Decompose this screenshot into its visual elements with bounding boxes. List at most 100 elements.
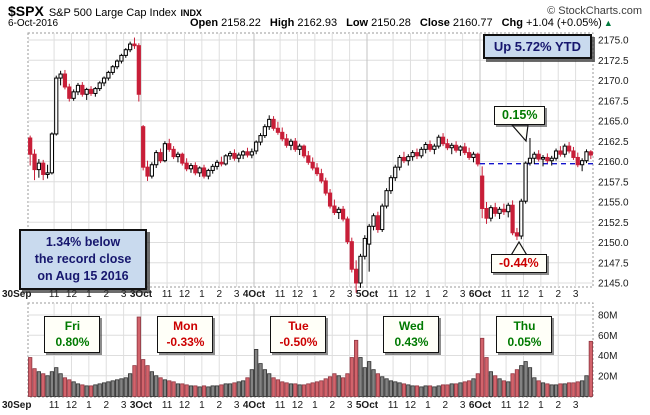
candle (510, 204, 515, 234)
price-axis-label: 2147.5 (598, 258, 629, 269)
time-axis-hour-label: 12 (179, 289, 191, 300)
volume-bar (310, 382, 315, 397)
candle (114, 60, 120, 68)
volume-bar (519, 365, 524, 397)
volume-bar (106, 381, 111, 397)
volume-bar (41, 373, 46, 397)
time-axis-hour-label: 3 (573, 289, 579, 300)
high-value: 2162.93 (297, 17, 338, 29)
volume-bar (436, 385, 441, 397)
candle (414, 152, 420, 157)
candle (288, 140, 294, 146)
time-axis-hour-label: 11 (162, 289, 173, 300)
time-axis-hour-label: 3 (234, 400, 240, 411)
time-axis-hour-label: 12 (292, 400, 304, 411)
volume-bar (467, 380, 472, 397)
candle (566, 145, 572, 152)
time-axis-hour-label: 3 (573, 400, 579, 411)
time-axis-hour-label: 11 (388, 400, 399, 411)
time-axis-day-label: 4Oct (243, 400, 266, 411)
time-axis-hour-label: 11 (501, 400, 512, 411)
volume-axis-label: 80M (598, 311, 617, 322)
time-axis-day-label: 6Oct (469, 289, 492, 300)
chart-header: $SPX S&P 500 Large Cap Index INDX © StockC… (8, 3, 642, 19)
volume-bar (49, 371, 55, 397)
candle (440, 136, 446, 145)
candle (84, 88, 89, 95)
candle (427, 143, 433, 150)
volume-bar (301, 384, 307, 397)
candle (362, 237, 367, 257)
candle (571, 150, 576, 158)
candle (219, 161, 224, 165)
time-axis-hour-label: 3 (347, 289, 353, 300)
volume-bar (258, 363, 263, 397)
candle (171, 148, 176, 158)
symbol: $SPX (8, 3, 44, 19)
price-axis-label: 2170.0 (598, 76, 629, 87)
volume-bar (167, 380, 172, 397)
high-callout: 0.15% (494, 106, 546, 125)
volume-bar (36, 371, 41, 397)
candle (584, 151, 589, 162)
volume-bar (549, 384, 554, 397)
candle (258, 135, 263, 143)
volume-bar (201, 385, 207, 397)
candle (271, 118, 276, 129)
time-axis-hour-label: 12 (179, 400, 191, 411)
volume-bar (580, 380, 585, 397)
time-axis-day-label: 5Oct (356, 289, 379, 300)
volume-bar (110, 380, 115, 397)
candle (223, 155, 228, 165)
volume-bar (145, 365, 150, 397)
time-axis-hour-label: 12 (405, 400, 417, 411)
price-axis-label: 2155.0 (598, 198, 629, 209)
candle (132, 43, 137, 47)
candle (45, 172, 50, 175)
candle (393, 166, 398, 179)
candle (484, 207, 489, 219)
candle (314, 167, 320, 175)
candle (206, 169, 211, 177)
time-axis-hour-label: 2 (216, 289, 222, 300)
time-axis-hour-label: 2 (442, 289, 448, 300)
price-axis-label: 2150.0 (598, 238, 629, 249)
volume-bar (367, 361, 372, 397)
volume-bar (423, 385, 428, 397)
volume-bar (88, 385, 94, 397)
volume-bar (332, 373, 337, 397)
volume-bar (154, 375, 159, 397)
volume-bar (232, 382, 237, 397)
time-axis-hour-label: 2 (103, 400, 109, 411)
time-axis-hour-label: 2 (103, 289, 109, 300)
volume-bar (475, 373, 480, 397)
time-axis-hour-label: 1 (86, 289, 92, 300)
volume-axis-label: 40M (598, 351, 617, 362)
time-axis-hour-label: 12 (518, 400, 530, 411)
volume-bar (371, 369, 376, 397)
volume-bar (245, 377, 250, 397)
time-axis-hour-label: 11 (388, 289, 399, 300)
time-axis-hour-label: 2 (442, 400, 448, 411)
volume-bar (114, 379, 120, 397)
candle (532, 153, 537, 159)
volume-bar (227, 383, 233, 397)
volume-bar (384, 378, 389, 397)
volume-bar (349, 357, 354, 397)
volume-bar (458, 382, 463, 397)
candle (284, 138, 289, 146)
candle (336, 208, 341, 214)
volume-bar (128, 373, 133, 397)
candle (480, 175, 485, 209)
volume-bar (175, 383, 181, 397)
candle (475, 153, 480, 165)
volume-bar (406, 384, 411, 397)
volume-bar (536, 380, 541, 397)
time-axis-hour-label: 3 (121, 289, 127, 300)
volume-bar (375, 373, 380, 397)
candle (210, 165, 215, 171)
day-summary-name: Mon (173, 319, 198, 333)
low-label: Low (346, 17, 369, 29)
time-axis-hour-label: 12 (518, 289, 530, 300)
volume-bar (484, 357, 489, 397)
